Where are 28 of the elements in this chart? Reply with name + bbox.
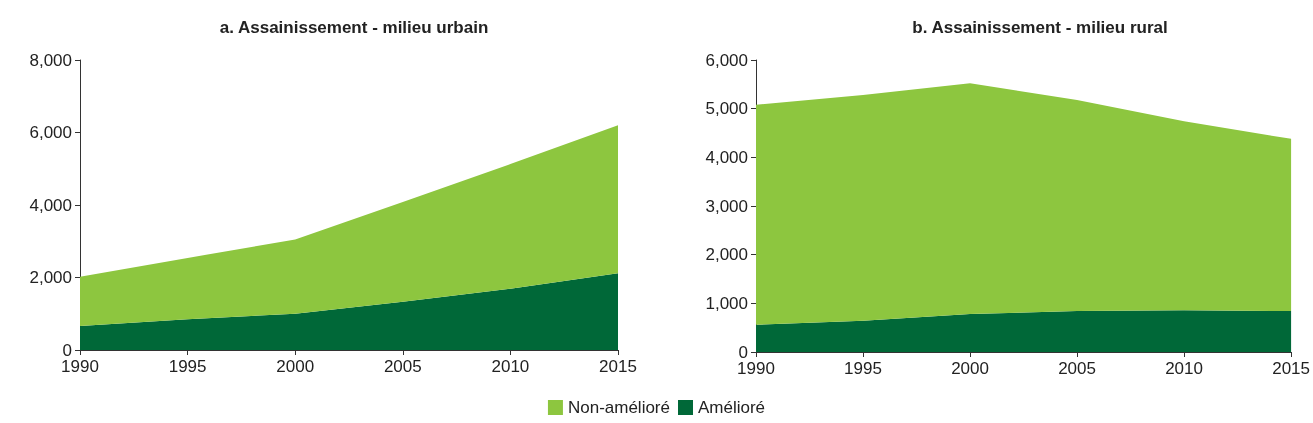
y-tick-label: 6,000 [705, 50, 748, 70]
x-tick-label: 1995 [168, 357, 207, 376]
x-tick-label: 2010 [1165, 359, 1203, 378]
y-tick-label: 4,000 [29, 195, 72, 215]
y-tick-label: 3,000 [705, 196, 748, 216]
legend-label: Amélioré [697, 398, 766, 417]
x-tick-label: 1995 [844, 359, 882, 378]
x-tick-label: 2000 [951, 359, 989, 378]
y-tick-label: 5,000 [705, 99, 748, 119]
x-tick-label: 2005 [1058, 359, 1096, 378]
chart-title: a. Assainissement - milieu urbain [219, 18, 489, 37]
chart-title: b. Assainissement - milieu rural [912, 18, 1168, 37]
y-tick-label: 0 [62, 340, 72, 360]
x-tick-label: 2000 [276, 357, 315, 376]
y-tick-label: 1,000 [705, 293, 748, 313]
y-tick-label: 6,000 [29, 123, 72, 142]
y-tick-label: 0 [738, 342, 748, 362]
y-tick-label: 2,000 [705, 245, 748, 265]
x-tick-label: 2015 [599, 357, 637, 376]
x-tick-label: 1990 [61, 357, 99, 376]
y-tick-label: 8,000 [29, 50, 72, 70]
x-tick-label: 2010 [491, 357, 530, 376]
x-tick-label: 1990 [737, 359, 775, 378]
y-tick-label: 4,000 [705, 147, 748, 167]
x-tick-label: 2015 [1272, 359, 1310, 378]
y-tick-label: 2,000 [29, 268, 72, 287]
x-tick-label: 2005 [383, 357, 422, 376]
legend-label: Non-amélioré [567, 398, 670, 417]
